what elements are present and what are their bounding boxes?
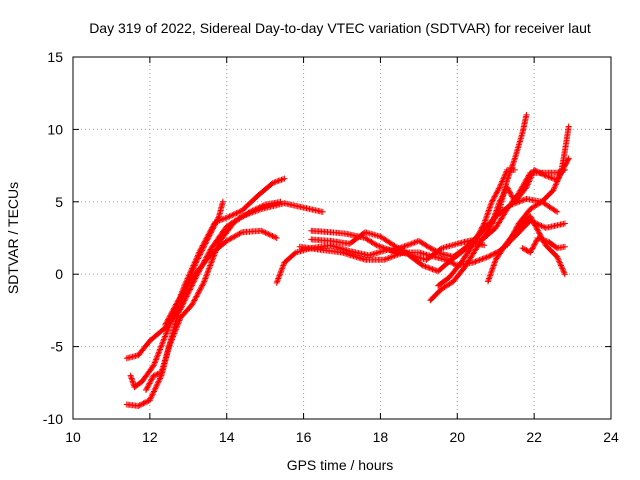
plot-frame: [72, 56, 612, 420]
y-axis-title: SDTVAR / TECUs: [5, 182, 21, 294]
y-tick-label: -5: [51, 339, 64, 355]
data-marks: [123, 111, 572, 409]
series-track-11: [435, 166, 518, 289]
data-point-markers: [427, 111, 530, 304]
data-point-markers: [296, 217, 568, 269]
data-point-markers: [435, 166, 518, 289]
y-tick-label: 0: [55, 266, 63, 282]
x-tick-label: 24: [603, 429, 619, 445]
series-track-5: [162, 227, 280, 328]
y-tick-label: 5: [55, 194, 63, 210]
x-tick-label: 10: [65, 429, 81, 445]
x-tick-label: 12: [142, 429, 158, 445]
series-track-14: [519, 235, 568, 256]
y-tick-label: 15: [47, 49, 63, 65]
chart-title: Day 319 of 2022, Sidereal Day-to-day VTE…: [89, 20, 591, 36]
x-tick-label: 16: [296, 429, 312, 445]
data-point-markers: [123, 200, 326, 362]
x-tick-label: 22: [526, 429, 542, 445]
series-track-10: [427, 111, 530, 304]
y-tick-label: -10: [43, 411, 63, 427]
data-point-markers: [162, 227, 280, 328]
x-tick-label: 18: [373, 429, 389, 445]
axis-ticks: 10 12 14 16 18 20 22 24 -10 -5 0 5 10 15: [43, 49, 619, 445]
x-tick-label: 14: [219, 429, 235, 445]
series-track-1: [123, 200, 326, 362]
y-tick-label: 10: [47, 121, 63, 137]
data-point-markers: [488, 155, 572, 227]
data-point-markers: [519, 235, 568, 256]
series-track-15: [488, 155, 572, 227]
series-track-7: [296, 217, 568, 269]
x-tick-label: 20: [449, 429, 465, 445]
x-axis-title: GPS time / hours: [287, 457, 394, 473]
